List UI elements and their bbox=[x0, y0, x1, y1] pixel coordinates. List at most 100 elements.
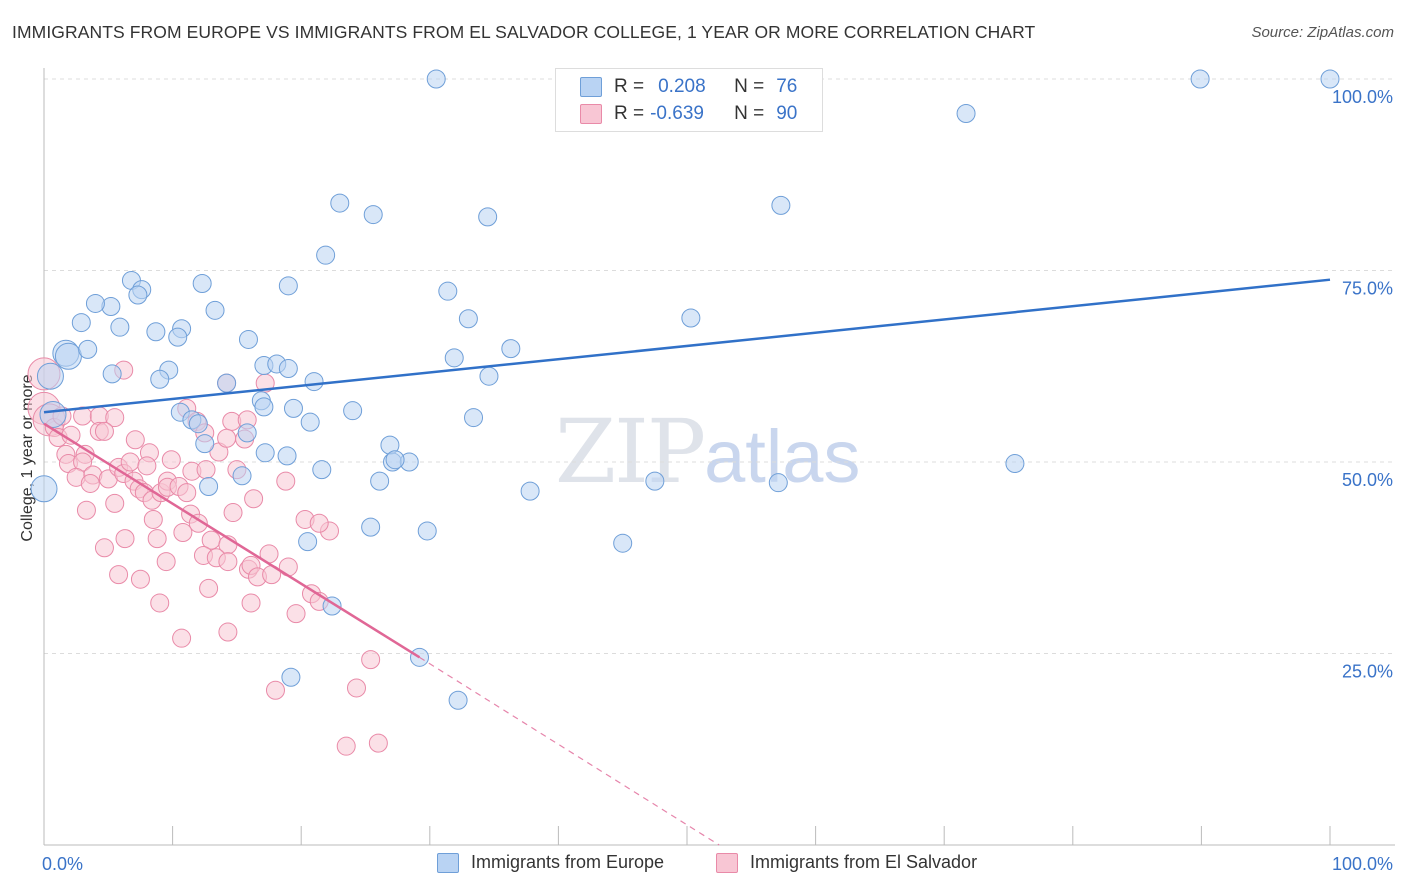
europe-point bbox=[281, 667, 301, 687]
y-tick-label: 25.0% bbox=[1342, 662, 1393, 682]
europe-point bbox=[78, 339, 98, 359]
europe-point bbox=[613, 533, 633, 553]
elsalvador-point bbox=[241, 593, 261, 613]
europe-r-label: R = bbox=[614, 76, 645, 97]
elsalvador-point bbox=[130, 569, 150, 589]
bottom-legend-elsalvador: Immigrants from El Salvador bbox=[716, 852, 977, 873]
elsalvador-point bbox=[173, 522, 193, 542]
elsalvador-point bbox=[217, 428, 237, 448]
europe-point bbox=[370, 471, 390, 491]
europe-point bbox=[300, 412, 320, 432]
europe-point bbox=[71, 313, 91, 333]
europe-point bbox=[312, 460, 332, 480]
elsalvador-point bbox=[199, 578, 219, 598]
europe-point bbox=[464, 408, 484, 428]
elsalvador-point bbox=[120, 452, 140, 472]
europe-point bbox=[205, 300, 225, 320]
europe-point bbox=[195, 434, 215, 454]
europe-point bbox=[101, 297, 121, 317]
europe-point bbox=[128, 285, 148, 305]
y-tick-label: 100.0% bbox=[1332, 87, 1393, 107]
elsalvador-swatch bbox=[580, 104, 602, 124]
europe-point bbox=[417, 521, 437, 541]
elsalvador-r-value: -0.639 bbox=[650, 103, 704, 124]
elsalvador-n-value: 90 bbox=[776, 103, 798, 124]
elsalvador-point bbox=[80, 473, 100, 493]
europe-point bbox=[110, 317, 130, 337]
europe-point bbox=[188, 414, 208, 434]
europe-point bbox=[438, 281, 458, 301]
bottom-europe-label: Immigrants from Europe bbox=[471, 852, 665, 872]
elsalvador-point bbox=[109, 565, 129, 585]
europe-point bbox=[36, 362, 64, 390]
elsalvador-point bbox=[276, 471, 296, 491]
europe-point bbox=[298, 532, 318, 552]
chart-title: IMMIGRANTS FROM EUROPE VS IMMIGRANTS FRO… bbox=[12, 22, 1036, 42]
europe-point bbox=[363, 205, 383, 225]
legend-row-europe: R = 0.208 N = 76 bbox=[556, 73, 797, 101]
watermark: ZIPatlas bbox=[555, 400, 860, 503]
europe-point bbox=[150, 369, 170, 389]
elsalvador-point bbox=[265, 680, 285, 700]
elsalvador-point bbox=[196, 460, 216, 480]
europe-trend-line bbox=[43, 278, 1331, 414]
europe-point bbox=[168, 327, 188, 347]
europe-point bbox=[278, 276, 298, 296]
europe-point bbox=[277, 446, 297, 466]
europe-point bbox=[448, 690, 468, 710]
elsalvador-point bbox=[218, 552, 238, 572]
europe-point bbox=[217, 373, 237, 393]
elsalvador-point bbox=[161, 450, 181, 470]
europe-point bbox=[645, 471, 665, 491]
europe-point bbox=[426, 69, 446, 89]
europe-point bbox=[330, 193, 350, 213]
europe-point bbox=[681, 308, 701, 328]
europe-point bbox=[146, 322, 166, 342]
europe-point bbox=[39, 401, 67, 429]
elsalvador-point bbox=[105, 493, 125, 513]
europe-swatch bbox=[580, 77, 602, 97]
elsalvador-point bbox=[94, 538, 114, 558]
europe-point bbox=[255, 443, 275, 463]
legend-row-elsalvador: R = -0.639 N = 90 bbox=[556, 100, 797, 128]
europe-point bbox=[283, 398, 303, 418]
elsalvador-point bbox=[361, 650, 381, 670]
europe-n-label: N = bbox=[734, 76, 765, 97]
europe-point bbox=[232, 466, 252, 486]
elsalvador-point bbox=[218, 622, 238, 642]
bottom-elsalvador-swatch bbox=[716, 852, 738, 873]
europe-point bbox=[361, 517, 381, 537]
europe-point bbox=[501, 339, 521, 359]
europe-point bbox=[30, 475, 58, 503]
elsalvador-point bbox=[115, 529, 135, 549]
bottom-europe-swatch bbox=[437, 852, 459, 873]
europe-point bbox=[192, 274, 212, 294]
source-credit: Source: ZipAtlas.com bbox=[1251, 24, 1394, 41]
elsalvador-point bbox=[336, 736, 356, 756]
stats-legend: R = 0.208 N = 76 R = -0.639 N = 90 bbox=[555, 68, 823, 132]
elsalvador-point bbox=[94, 421, 114, 441]
elsalvador-point bbox=[223, 503, 243, 523]
europe-point bbox=[316, 245, 336, 265]
europe-point bbox=[479, 366, 499, 386]
elsalvador-point bbox=[105, 408, 125, 428]
europe-r-value: 0.208 bbox=[658, 76, 706, 97]
elsalvador-point bbox=[150, 593, 170, 613]
elsalvador-point bbox=[368, 733, 388, 753]
elsalvador-r-label: R = bbox=[614, 103, 645, 124]
elsalvador-point bbox=[177, 483, 197, 503]
elsalvador-point bbox=[143, 509, 163, 529]
europe-point bbox=[237, 423, 257, 443]
europe-point bbox=[85, 293, 105, 313]
europe-point bbox=[199, 477, 219, 497]
y-tick-label: 75.0% bbox=[1342, 279, 1393, 299]
elsalvador-point bbox=[76, 500, 96, 520]
europe-point bbox=[1320, 69, 1340, 89]
bottom-legend-europe: Immigrants from Europe bbox=[437, 852, 664, 873]
europe-point bbox=[520, 481, 540, 501]
x-tick-label: 100.0% bbox=[1332, 854, 1393, 874]
europe-point bbox=[768, 473, 788, 493]
europe-point bbox=[458, 309, 478, 329]
europe-point bbox=[478, 207, 498, 227]
